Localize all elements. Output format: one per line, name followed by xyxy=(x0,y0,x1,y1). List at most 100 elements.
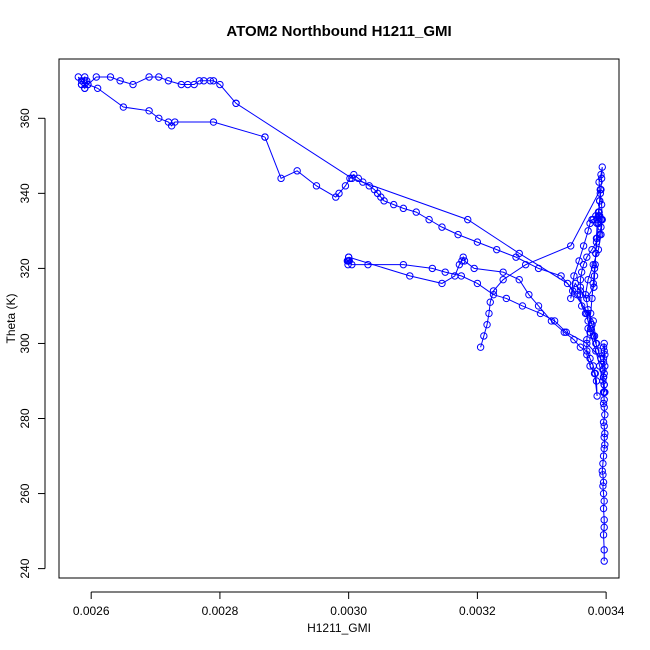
data-series xyxy=(344,253,599,378)
data-point xyxy=(589,279,597,288)
data-point xyxy=(499,268,507,276)
data-point xyxy=(195,77,204,85)
data-point xyxy=(597,200,606,209)
data-point xyxy=(590,283,598,291)
data-point xyxy=(277,174,285,183)
x-tick-label: 0.0026 xyxy=(73,604,110,618)
x-tick-label: 0.0034 xyxy=(588,604,625,618)
data-point xyxy=(164,118,173,126)
data-point xyxy=(576,275,585,284)
data-series xyxy=(598,339,609,565)
data-point xyxy=(476,343,485,351)
data-point xyxy=(600,396,608,404)
data-point xyxy=(586,324,595,333)
y-axis: 240 260 280 300 320 340 360 xyxy=(18,108,46,579)
data-point xyxy=(209,118,218,126)
series-line xyxy=(570,212,603,359)
data-point xyxy=(216,80,224,89)
data-point xyxy=(575,257,583,265)
data-point xyxy=(350,170,358,179)
data-point xyxy=(600,339,608,348)
data-point xyxy=(473,279,482,288)
data-point xyxy=(480,332,488,340)
data-point xyxy=(597,354,605,363)
data-point xyxy=(589,317,597,325)
data-point xyxy=(348,174,356,183)
data-point xyxy=(600,433,608,441)
x-tick-label: 0.0028 xyxy=(202,604,239,618)
data-point xyxy=(344,260,352,269)
data-point xyxy=(599,504,608,513)
data-point xyxy=(592,339,600,348)
data-point xyxy=(567,242,575,250)
data-point xyxy=(93,84,102,92)
data-point xyxy=(601,441,609,449)
data-point xyxy=(515,275,523,284)
data-series xyxy=(261,133,608,396)
data-point xyxy=(599,418,608,426)
data-point xyxy=(584,227,592,235)
series-line xyxy=(601,343,606,562)
data-point xyxy=(451,272,459,280)
y-tick-label: 240 xyxy=(18,558,32,578)
plot-frame xyxy=(58,58,620,579)
data-point xyxy=(570,336,578,344)
data-point xyxy=(489,287,498,295)
data-point xyxy=(597,174,606,183)
data-point xyxy=(584,317,592,325)
y-tick-label: 360 xyxy=(18,108,32,128)
data-point xyxy=(502,294,511,303)
data-point xyxy=(599,373,608,381)
data-series xyxy=(476,185,605,351)
data-point xyxy=(576,343,585,351)
data-point xyxy=(483,320,491,329)
data-series xyxy=(74,73,269,141)
data-point xyxy=(312,182,321,190)
data-point xyxy=(583,294,591,303)
data-point xyxy=(600,546,608,554)
data-point xyxy=(470,264,478,273)
data-point xyxy=(593,392,601,400)
data-point xyxy=(515,249,523,258)
data-point xyxy=(464,215,472,224)
data-point xyxy=(599,531,608,539)
data-point xyxy=(460,257,469,265)
data-point xyxy=(595,208,603,216)
series-layer xyxy=(74,73,609,565)
y-tick-label: 280 xyxy=(18,408,32,428)
data-point xyxy=(106,73,115,81)
data-point xyxy=(600,388,608,396)
data-point xyxy=(595,230,604,239)
data-point xyxy=(232,99,240,107)
x-tick-label: 0.0032 xyxy=(459,604,496,618)
data-point xyxy=(344,253,353,261)
data-point xyxy=(570,272,578,280)
series-line xyxy=(264,136,605,393)
data-point xyxy=(598,163,606,171)
data-point xyxy=(586,309,595,318)
x-axis: 0.0026 0.0028 0.0030 0.0032 0.0034 xyxy=(73,591,625,618)
series-line xyxy=(77,75,266,138)
data-point xyxy=(206,77,214,85)
data-point xyxy=(261,133,269,141)
y-tick-label: 320 xyxy=(18,258,32,278)
data-point xyxy=(145,107,153,115)
data-point xyxy=(341,182,350,190)
data-point xyxy=(525,290,533,299)
data-point xyxy=(84,80,92,89)
data-point xyxy=(599,452,608,460)
series-line xyxy=(235,102,603,344)
data-point xyxy=(534,302,543,310)
data-point xyxy=(592,249,600,258)
y-tick-label: 260 xyxy=(18,483,32,503)
data-point xyxy=(589,332,597,340)
x-axis-label: H1211_GMI xyxy=(307,621,371,635)
data-point xyxy=(599,482,607,490)
data-point xyxy=(579,242,588,250)
x-tick-label: 0.0030 xyxy=(330,604,367,618)
data-point xyxy=(568,287,577,295)
data-point xyxy=(599,478,608,487)
data-point xyxy=(599,459,607,468)
data-point xyxy=(332,193,340,201)
